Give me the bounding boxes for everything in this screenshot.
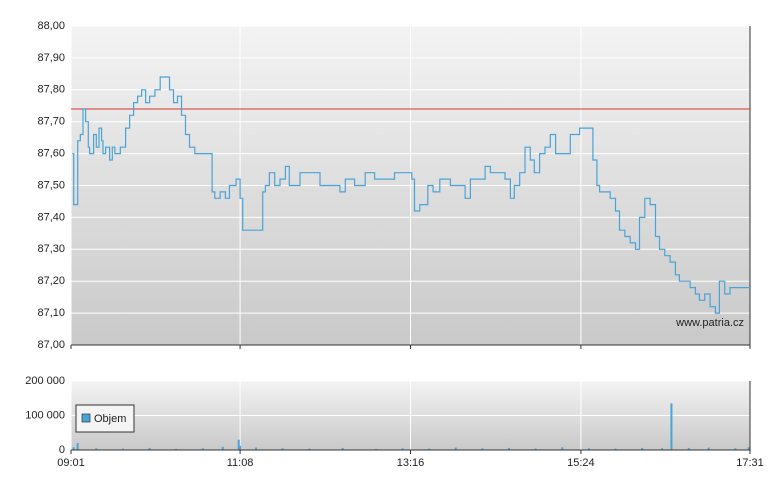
x-tick-label: 09:01 [57, 457, 85, 469]
y-tick-label: 87,40 [37, 211, 65, 223]
volume-bar [341, 447, 344, 450]
volume-bar [534, 448, 537, 450]
volume-bar [670, 403, 673, 450]
volume-bar [95, 448, 98, 450]
x-tick-label: 17:31 [736, 457, 764, 469]
volume-bar [201, 448, 204, 450]
y-tick-label: 87,70 [37, 116, 65, 128]
y-tick-label: 87,10 [37, 307, 65, 319]
y-tick-label: 100 000 [25, 409, 65, 421]
volume-bar [687, 447, 690, 450]
watermark: www.patria.cz [675, 317, 744, 329]
y-tick-label: 87,00 [37, 339, 65, 351]
volume-bar [747, 447, 750, 450]
volume-bar [374, 448, 377, 450]
volume-bar [281, 448, 284, 450]
y-tick-label: 87,90 [37, 52, 65, 64]
volume-bar [76, 443, 79, 450]
x-tick-label: 13:16 [397, 457, 425, 469]
volume-bar [661, 448, 664, 450]
volume-bar [121, 448, 124, 450]
volume-bar [221, 446, 224, 450]
volume-bar [255, 447, 258, 450]
volume-bar [641, 447, 644, 450]
volume-bar [239, 445, 242, 450]
volume-bar [561, 447, 564, 450]
y-tick-label: 87,50 [37, 179, 65, 191]
volume-bar [508, 447, 511, 450]
legend: Objem [75, 404, 135, 433]
volume-bar [308, 448, 311, 450]
legend-swatch [81, 413, 91, 423]
volume-bar [401, 448, 404, 450]
y-tick-label: 87,80 [37, 84, 65, 96]
volume-bar [481, 448, 484, 450]
volume-bar [428, 448, 431, 450]
price-line [72, 76, 750, 314]
volume-bar [72, 447, 75, 450]
volume-bar [148, 447, 151, 450]
volume-bar [237, 439, 240, 450]
volume-bar [454, 447, 457, 450]
volume-bar [175, 448, 178, 450]
y-tick-label: 87,20 [37, 275, 65, 287]
y-tick-label: 87,60 [37, 148, 65, 160]
volume-bar [734, 448, 737, 450]
y-tick-label: 88,00 [37, 20, 65, 32]
y-tick-label: 200 000 [25, 375, 65, 387]
volume-bar [614, 448, 617, 450]
volume-bar [707, 447, 710, 450]
volume-bar [587, 448, 590, 450]
x-tick-label: 15:24 [567, 457, 595, 469]
y-tick-label: 87,30 [37, 243, 65, 255]
legend-label: Objem [94, 413, 126, 425]
x-tick-label: 11:08 [227, 457, 254, 469]
y-tick-label: 0 [59, 444, 65, 456]
